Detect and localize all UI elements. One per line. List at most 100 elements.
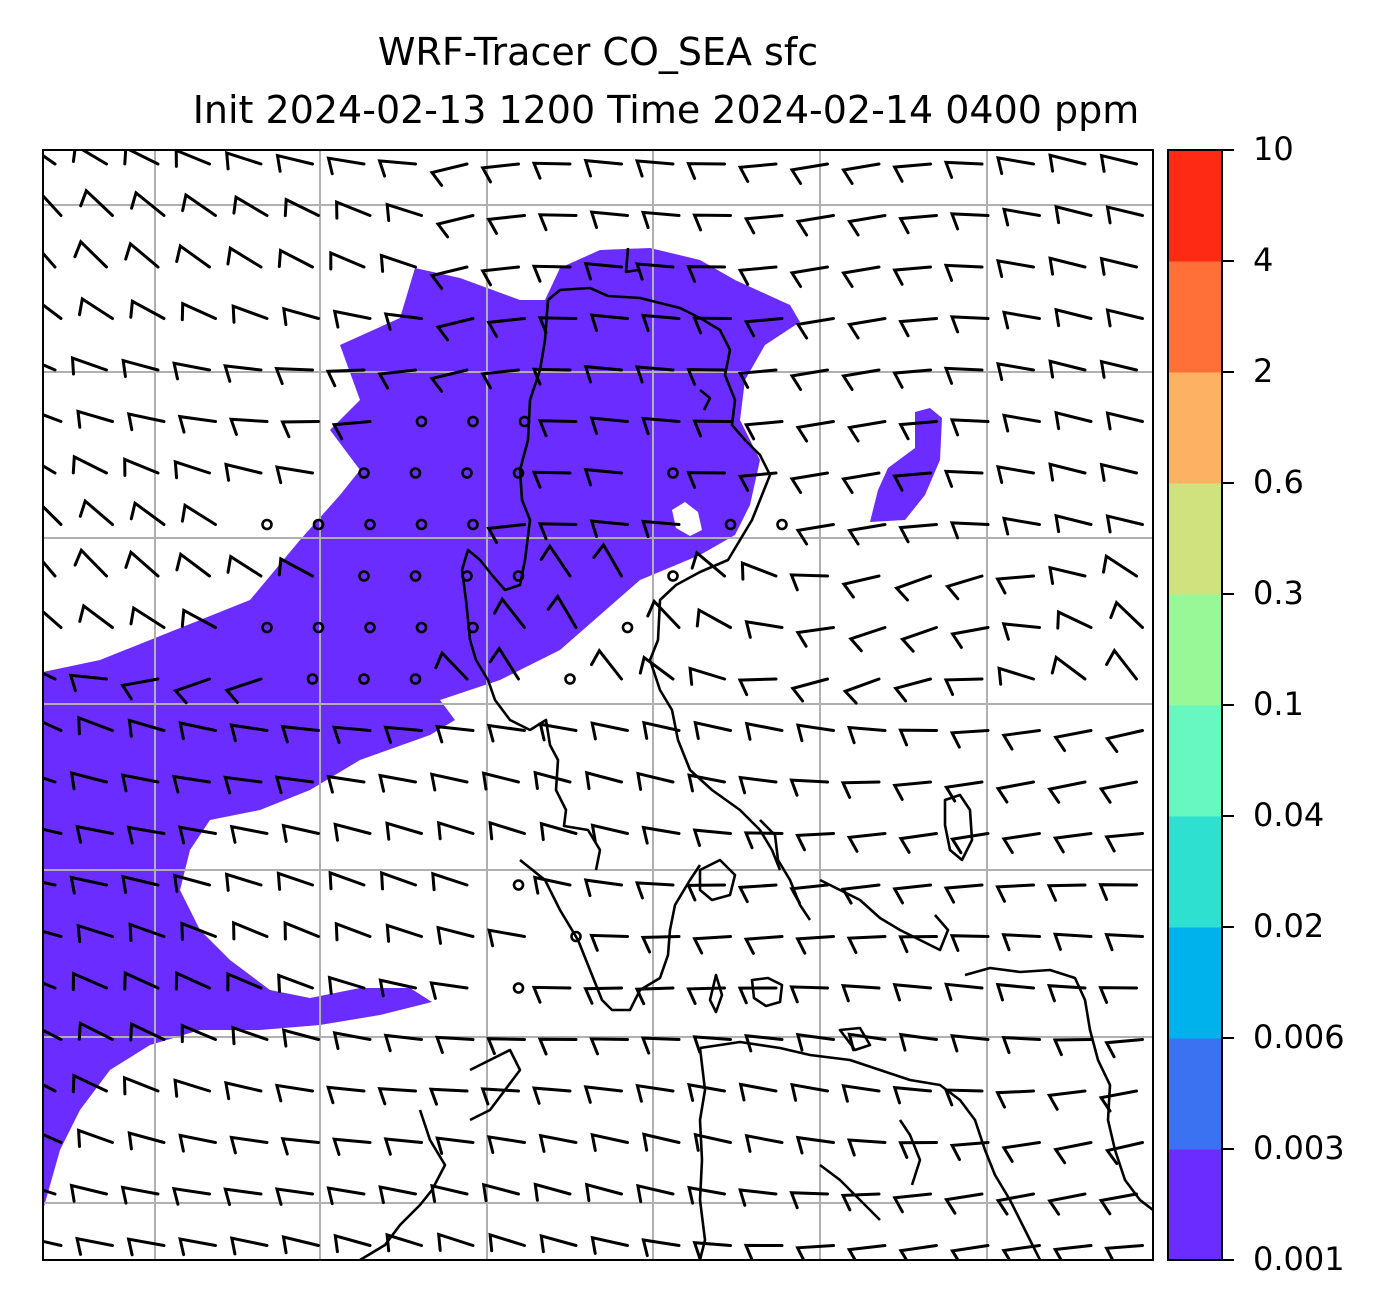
wind-barb (178, 825, 217, 845)
wind-barb (488, 645, 520, 681)
wind-barb (333, 1233, 372, 1254)
wind-barb (996, 156, 1035, 175)
wind-barb (737, 677, 778, 697)
colorbar-segment (1168, 483, 1222, 595)
wind-barb (68, 673, 108, 693)
wind-barb (1046, 1089, 1087, 1111)
wind-barb (69, 1183, 108, 1203)
wind-barb (334, 921, 372, 942)
wind-barb (123, 150, 160, 166)
wind-barb (1052, 832, 1093, 854)
wind-barb (436, 820, 475, 841)
wind-barb (1102, 553, 1138, 578)
wind-barb (1054, 513, 1093, 534)
wind-barb (583, 364, 623, 384)
wind-barb (737, 162, 778, 183)
wind-barb (282, 306, 320, 327)
wind-barb (178, 1237, 217, 1257)
wind-barb (1056, 609, 1093, 630)
wind-barb (121, 874, 160, 894)
wind-barb (332, 1137, 372, 1156)
wind-barb (537, 316, 578, 335)
wind-barb (693, 1132, 732, 1152)
wind-barb (481, 771, 520, 791)
wind-barb (590, 648, 623, 681)
wind-barb (231, 304, 269, 324)
wind-barb (43, 1132, 63, 1144)
wind-barb (589, 519, 629, 538)
wind-barb (892, 1192, 932, 1214)
wind-barb (789, 471, 829, 494)
wind-barb (842, 677, 881, 705)
wind-barb (634, 159, 675, 178)
wind-barb (1001, 1141, 1041, 1163)
wind-barb (789, 573, 829, 592)
wind-barb (892, 368, 932, 389)
wind-barb (172, 677, 211, 705)
wind-barb (129, 1021, 166, 1042)
wind-barb (383, 312, 423, 331)
wind-barb (840, 883, 881, 905)
wind-barb (377, 368, 417, 390)
coastline-small-7 (699, 388, 712, 411)
wind-barb (584, 770, 623, 791)
wind-barb (378, 1185, 417, 1205)
wind-barb (841, 368, 881, 391)
calm-wind-circle (467, 415, 479, 428)
calm-wind-circle (518, 415, 531, 428)
wind-barb (1105, 308, 1144, 328)
wind-barb (1001, 1035, 1041, 1055)
wind-barb (121, 358, 160, 378)
wind-barb (590, 1235, 629, 1255)
wind-barb (1052, 1038, 1093, 1057)
wind-barb (486, 1135, 526, 1154)
wind-barb (692, 1035, 732, 1054)
wind-barb (949, 832, 990, 855)
wind-barb (949, 212, 990, 231)
tracer-plume-hole (672, 502, 702, 536)
wind-barb (743, 831, 784, 850)
wind-barb (43, 609, 63, 629)
wind-barb (129, 605, 166, 629)
colorbar-segment (1168, 927, 1222, 1039)
wind-barb (995, 1192, 1035, 1216)
colorbar-tick-label: 0.006 (1253, 1018, 1345, 1056)
wind-barb (737, 471, 778, 492)
colorbar-tick-label: 0.04 (1253, 796, 1325, 834)
colorbar-tick-label: 0.6 (1253, 463, 1304, 501)
colorbar-segment (1168, 372, 1222, 484)
calm-wind-circle (667, 570, 679, 582)
wind-barb (847, 1032, 887, 1052)
wind-barb (892, 471, 932, 492)
wind-barb (737, 265, 778, 286)
wind-barb (274, 1083, 314, 1103)
wind-barb (737, 368, 778, 389)
wind-barb (120, 773, 160, 793)
wind-barb (1002, 516, 1041, 536)
wind-barb (949, 1244, 990, 1260)
wind-barb (124, 549, 160, 578)
wind-barb (1047, 780, 1087, 804)
wind-barb (486, 317, 526, 338)
wind-barb (1104, 1244, 1144, 1260)
wind-barb (996, 259, 1035, 278)
wind-barb (789, 265, 829, 288)
wind-barb (743, 420, 784, 441)
wind-barb (231, 1025, 269, 1046)
wind-barb (790, 677, 829, 703)
wind-barb (687, 773, 726, 793)
wind-barb (332, 1031, 372, 1050)
wind-barb (383, 1033, 423, 1053)
wind-barb (695, 607, 732, 629)
wind-barb (892, 265, 932, 286)
wind-barbs (43, 150, 1144, 1260)
wind-barb (795, 1032, 835, 1052)
wind-barb (640, 313, 681, 333)
wind-barb (590, 721, 629, 741)
wind-barb (949, 1141, 990, 1162)
wind-barb (1104, 832, 1144, 853)
wind-barb (841, 471, 881, 494)
wind-barb (1109, 599, 1144, 629)
wind-barb (539, 821, 578, 842)
wind-barb (327, 975, 366, 995)
